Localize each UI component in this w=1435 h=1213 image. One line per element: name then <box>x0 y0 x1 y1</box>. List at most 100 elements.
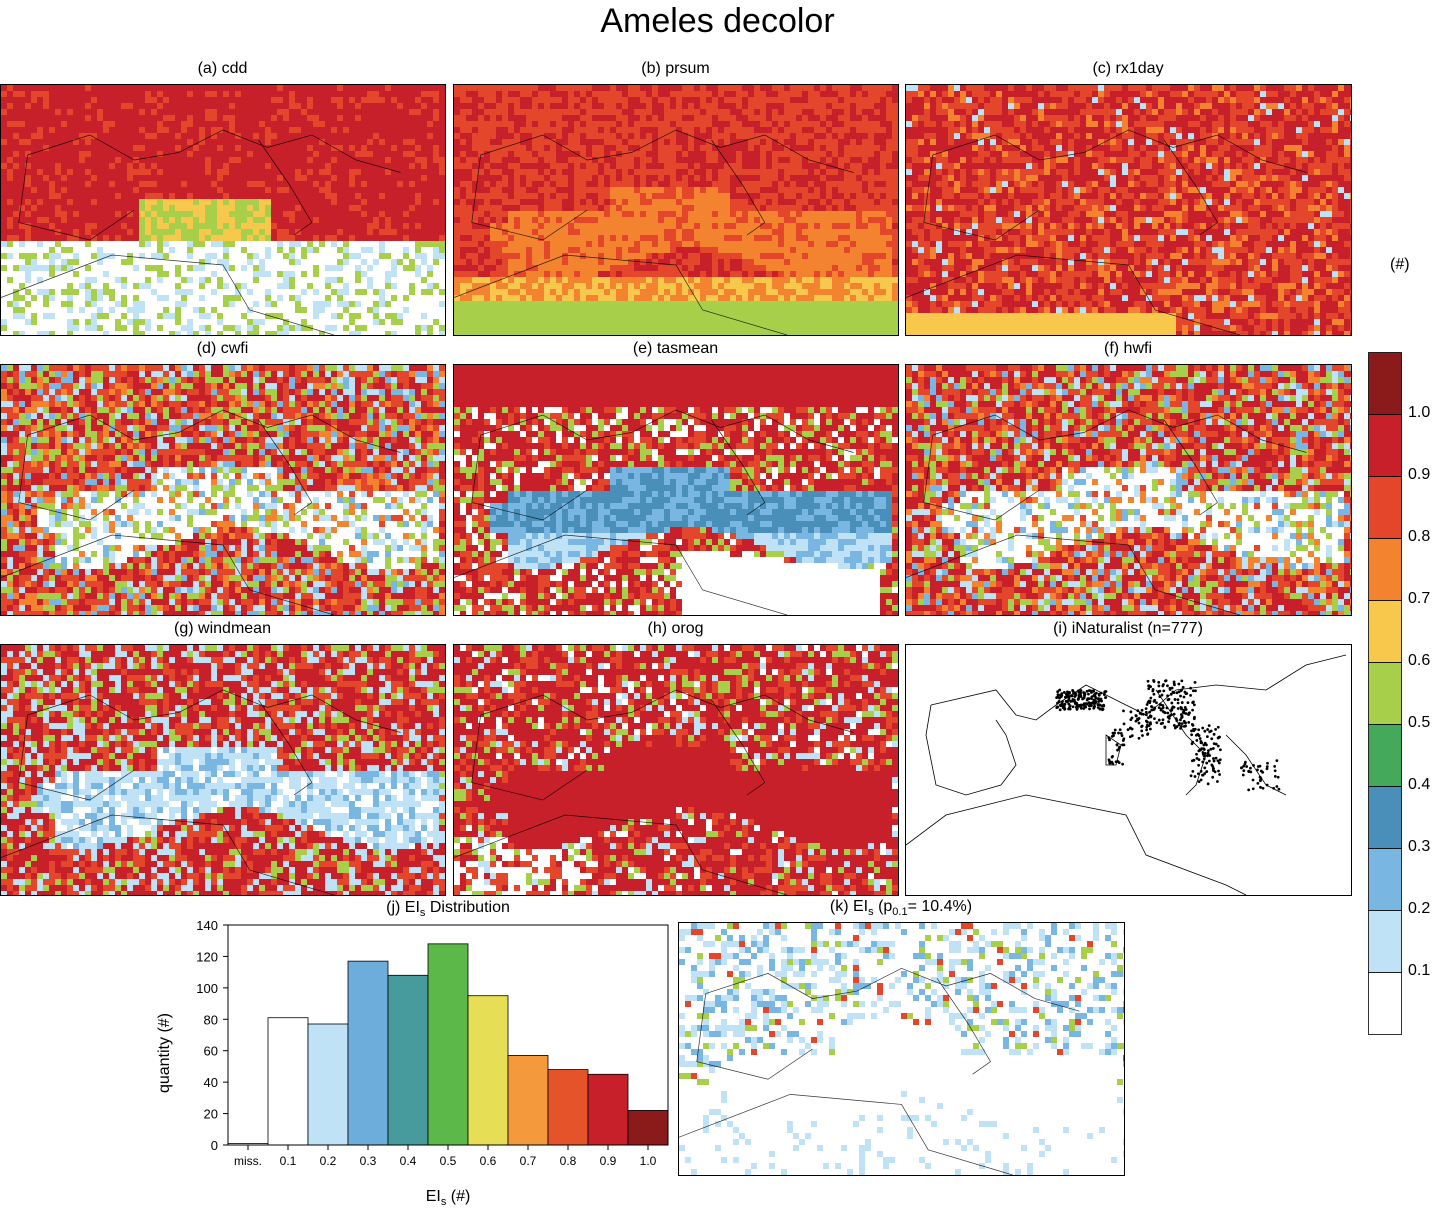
bar-0.7 <box>508 1055 548 1145</box>
bar-chart: (j) EIs Distribution 020406080100120140 … <box>190 893 670 1213</box>
x-tick-label: 0.5 <box>440 1154 457 1168</box>
bar-0.3 <box>348 961 388 1145</box>
y-tick-label: 0 <box>211 1138 218 1153</box>
x-tick-label: 1.0 <box>640 1154 657 1168</box>
panel-title-h: (h) orog <box>453 620 898 638</box>
x-tick-label: 0.9 <box>600 1154 617 1168</box>
raster <box>454 645 898 895</box>
y-tick-label: 120 <box>196 949 218 964</box>
y-tick-label: 80 <box>204 1012 218 1027</box>
panel-title-f: (f) hwfi <box>905 340 1351 358</box>
panel-k-suffix: = 10.4%) <box>908 898 972 915</box>
y-tick-label: 40 <box>204 1075 218 1090</box>
panel-title-g: (g) windmean <box>0 620 445 638</box>
panel-title-b: (b) prsum <box>453 60 898 78</box>
map-inaturalist <box>906 645 1351 895</box>
raster <box>1 85 445 335</box>
y-axis-label-html: quantity (#) <box>156 993 174 1113</box>
map-tasmean <box>454 365 898 615</box>
y-axis: 0 20 40 60 80 100 120 140 <box>196 918 228 1153</box>
map-windmean <box>1 645 445 895</box>
raster <box>454 85 898 335</box>
raster <box>1 365 445 615</box>
raster <box>906 365 1351 615</box>
x-tick-label: miss. <box>234 1154 262 1168</box>
colorbar-segment <box>1369 601 1402 663</box>
colorbar-unit: (#) <box>1390 256 1410 274</box>
map-panel-orog <box>453 644 899 896</box>
colorbar-segment <box>1369 477 1402 539</box>
colorbar-segment <box>1369 725 1402 787</box>
x-axis-label: EIs (#) <box>426 1188 471 1208</box>
colorbar-label: 0.1 <box>1408 962 1430 980</box>
colorbar-label: 0.5 <box>1408 714 1430 732</box>
map-eis <box>679 923 1124 1175</box>
map-panel-tasmean <box>453 364 899 616</box>
colorbar-segment <box>1369 663 1402 725</box>
colorbar-segment <box>1369 787 1402 849</box>
colorbar-segment <box>1369 911 1402 973</box>
panel-k-mid: (p <box>874 898 893 915</box>
x-tick-label: 0.7 <box>520 1154 537 1168</box>
colorbar-segment <box>1369 849 1402 911</box>
map-hwfi <box>906 365 1351 615</box>
x-tick-label: 0.4 <box>400 1154 417 1168</box>
colorbar-label: 0.3 <box>1408 838 1430 856</box>
bars <box>228 944 668 1145</box>
map-prsum <box>454 85 898 335</box>
raster <box>1 645 445 895</box>
map-panel-hwfi <box>905 364 1352 616</box>
panel-title-d: (d) cwfi <box>0 340 445 358</box>
panel-k-psub: 0.1 <box>892 906 907 918</box>
colorbar-label: 0.9 <box>1408 466 1430 484</box>
occurrence-points <box>1055 679 1280 791</box>
main-title: Ameles decolor <box>0 2 1435 41</box>
map-cdd <box>1 85 445 335</box>
colorbar-segment <box>1369 539 1402 601</box>
colorbar-label: 0.8 <box>1408 528 1430 546</box>
x-axis: miss. 0.1 0.2 0.3 0.4 0.5 0.6 0.7 0.8 0.9 1.0 <box>234 1145 657 1168</box>
chart-title: (j) EIs Distribution <box>386 899 510 919</box>
map-panel-inaturalist <box>905 644 1352 896</box>
panel-title-i: (i) iNaturalist (n=777) <box>905 620 1351 638</box>
raster <box>679 923 1124 1175</box>
colorbar-segment <box>1369 353 1402 415</box>
map-panel-rx1day <box>905 84 1352 336</box>
panel-title-k: (k) EIs (p0.1= 10.4%) <box>678 898 1124 918</box>
bar-0.6 <box>468 996 508 1145</box>
map-panel-cdd <box>0 84 446 336</box>
coastline <box>906 655 1346 895</box>
map-cwfi <box>1 365 445 615</box>
bar-0.1 <box>268 1018 308 1145</box>
colorbar-label: 1.0 <box>1408 404 1430 422</box>
map-panel-windmean <box>0 644 446 896</box>
colorbar <box>1368 352 1402 1036</box>
bar-0.8 <box>548 1070 588 1145</box>
bar-0.9 <box>588 1074 628 1145</box>
map-rx1day <box>906 85 1351 335</box>
x-tick-label: 0.6 <box>480 1154 497 1168</box>
y-tick-label: 100 <box>196 981 218 996</box>
panel-title-e: (e) tasmean <box>453 340 898 358</box>
x-tick-label: 0.2 <box>320 1154 337 1168</box>
raster <box>906 85 1351 335</box>
map-panel-eis <box>678 922 1125 1176</box>
panel-title-a: (a) cdd <box>0 60 445 78</box>
map-orog <box>454 645 898 895</box>
colorbar-segment <box>1369 973 1402 1035</box>
colorbar-label: 0.7 <box>1408 590 1430 608</box>
bar-0.2 <box>308 1024 348 1145</box>
y-tick-label: 140 <box>196 918 218 933</box>
x-tick-label: 0.3 <box>360 1154 377 1168</box>
x-tick-label: 0.1 <box>280 1154 297 1168</box>
y-tick-label: 60 <box>204 1044 218 1059</box>
x-tick-label: 0.8 <box>560 1154 577 1168</box>
bar-0.5 <box>428 944 468 1145</box>
colorbar-label: 0.4 <box>1408 776 1430 794</box>
y-tick-label: 20 <box>204 1107 218 1122</box>
panel-k-prefix: (k) EI <box>830 898 868 915</box>
bar-0.4 <box>388 975 428 1145</box>
colorbar-label: 0.2 <box>1408 900 1430 918</box>
colorbar-segment <box>1369 415 1402 477</box>
panel-title-c: (c) rx1day <box>905 60 1351 78</box>
